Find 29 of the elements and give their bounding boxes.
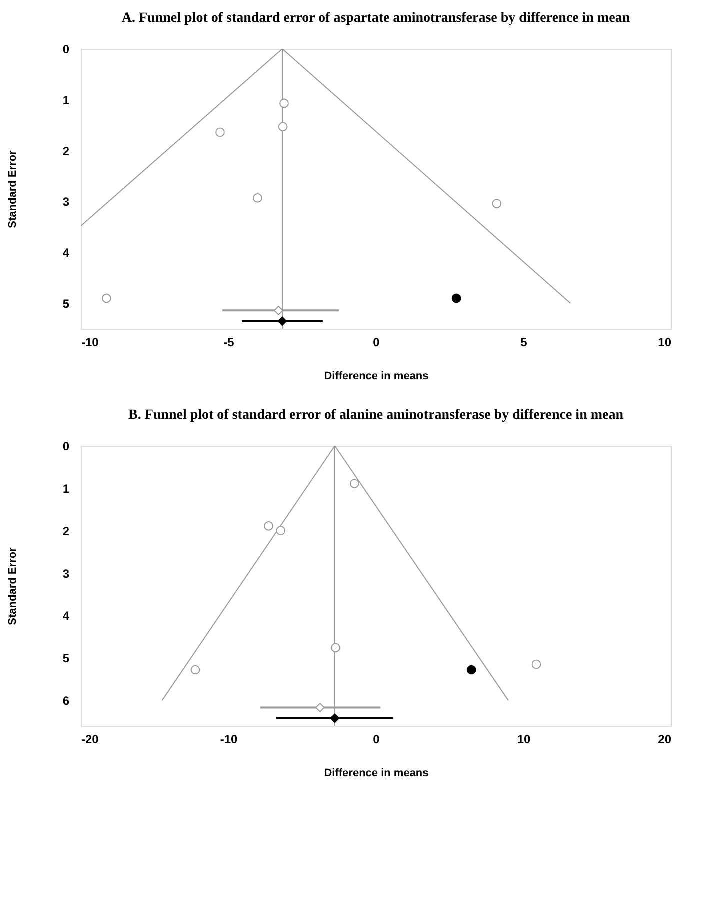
x-tick-label: -20 <box>82 732 100 746</box>
x-axis-title: Difference in means <box>324 768 429 780</box>
y-axis-title: Standard Error <box>6 546 19 626</box>
y-tick-label: 0 <box>62 440 70 454</box>
y-tick-label: 3 <box>62 195 70 210</box>
y-tick-label: 4 <box>62 609 70 624</box>
x-tick-label: 0 <box>373 336 380 350</box>
y-tick-label: 2 <box>62 144 70 158</box>
y-tick-label: 0 <box>62 42 70 56</box>
x-tick-label: -5 <box>224 336 235 350</box>
x-tick-label: 10 <box>517 732 531 746</box>
y-tick-label: 4 <box>62 246 70 260</box>
x-tick-label: -10 <box>82 336 100 350</box>
x-axis-title: Difference in means <box>324 370 429 382</box>
x-tick-label: -10 <box>220 732 238 746</box>
x-tick-label: 5 <box>520 336 528 350</box>
y-axis-title: Standard Error <box>6 150 19 228</box>
y-tick-label: 5 <box>62 652 70 666</box>
chart-title: B. Funnel plot of standard error of alanine aminotransferase by difference in mean <box>128 408 624 423</box>
y-tick-label: 6 <box>62 694 70 708</box>
x-tick-label: 10 <box>658 336 672 350</box>
chart-title: A. Funnel plot of standard error of aspartate aminotransferase by difference in mean <box>122 11 630 26</box>
x-tick-label: 20 <box>658 732 672 746</box>
y-tick-label: 2 <box>62 524 70 538</box>
y-tick-label: 3 <box>62 566 70 581</box>
y-tick-label: 1 <box>62 93 70 108</box>
y-tick-label: 1 <box>62 482 70 496</box>
y-tick-label: 5 <box>62 297 70 312</box>
x-tick-label: 0 <box>373 732 380 746</box>
